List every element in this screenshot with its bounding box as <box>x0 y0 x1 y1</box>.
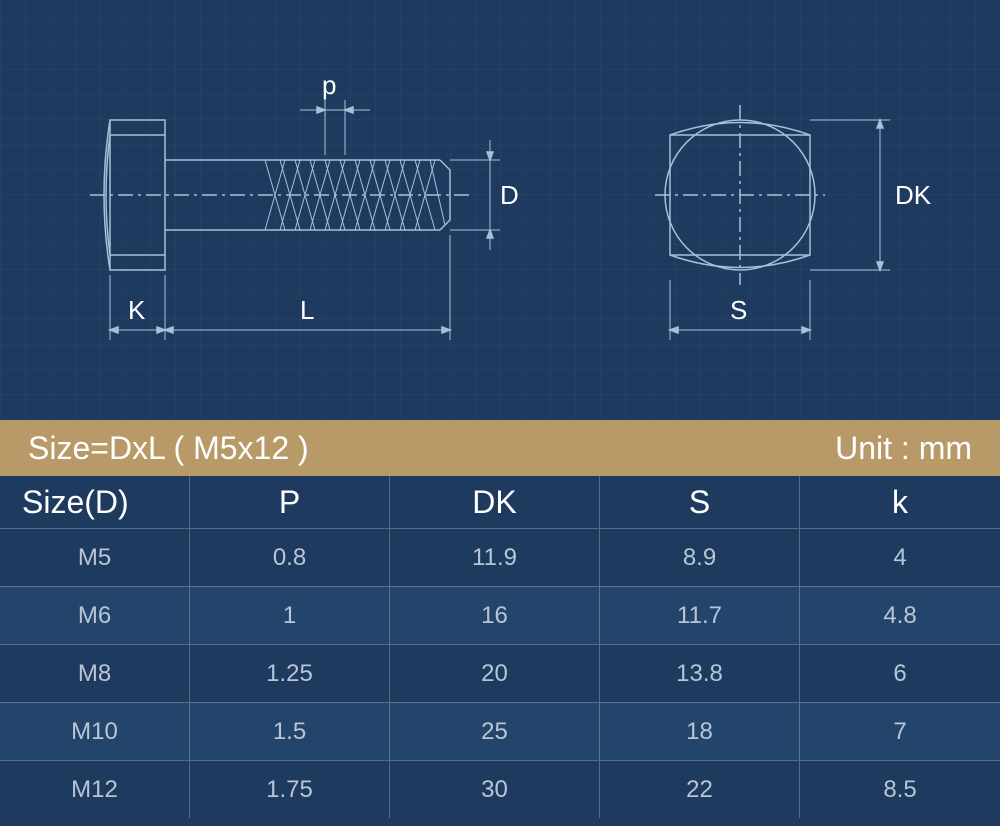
table-cell: 1.5 <box>190 703 390 760</box>
table-cell: 1.75 <box>190 761 390 818</box>
col-dk: DK <box>390 476 600 528</box>
label-k: K <box>128 295 145 326</box>
col-p: P <box>190 476 390 528</box>
table-cell: 11.7 <box>600 587 800 644</box>
table-row: M81.252013.86 <box>0 644 1000 702</box>
unit-label: Unit : mm <box>835 430 972 467</box>
table-cell: 25 <box>390 703 600 760</box>
bolt-side-view <box>70 40 530 400</box>
table-cell: M8 <box>0 645 190 702</box>
size-header-bar: Size=DxL ( M5x12 ) Unit : mm <box>0 420 1000 476</box>
table-row: M50.811.98.94 <box>0 528 1000 586</box>
table-cell: 30 <box>390 761 600 818</box>
table-cell: 8.9 <box>600 529 800 586</box>
technical-diagram: p D K L DK S <box>0 0 1000 420</box>
col-size: Size(D) <box>0 476 190 528</box>
table-row: M611611.74.8 <box>0 586 1000 644</box>
label-dk: DK <box>895 180 931 211</box>
table-cell: 4.8 <box>800 587 1000 644</box>
table-cell: M12 <box>0 761 190 818</box>
table-row: M101.525187 <box>0 702 1000 760</box>
table-cell: 0.8 <box>190 529 390 586</box>
table-cell: 8.5 <box>800 761 1000 818</box>
label-s: S <box>730 295 747 326</box>
table-cell: 4 <box>800 529 1000 586</box>
bolt-top-view <box>610 40 950 400</box>
table-cell: M10 <box>0 703 190 760</box>
table-cell: 6 <box>800 645 1000 702</box>
table-cell: 11.9 <box>390 529 600 586</box>
table-cell: 1 <box>190 587 390 644</box>
table-cell: 20 <box>390 645 600 702</box>
table-header-row: Size(D) P DK S k <box>0 476 1000 528</box>
col-k: k <box>800 476 1000 528</box>
table-cell: 7 <box>800 703 1000 760</box>
size-formula: Size=DxL ( M5x12 ) <box>28 430 309 467</box>
table-cell: M6 <box>0 587 190 644</box>
table-cell: 1.25 <box>190 645 390 702</box>
table-body: M50.811.98.94M611611.74.8M81.252013.86M1… <box>0 528 1000 818</box>
table-cell: 13.8 <box>600 645 800 702</box>
label-l: L <box>300 295 314 326</box>
label-p: p <box>322 70 336 101</box>
table-cell: 16 <box>390 587 600 644</box>
label-d: D <box>500 180 519 211</box>
table-cell: 18 <box>600 703 800 760</box>
table-row: M121.7530228.5 <box>0 760 1000 818</box>
table-cell: M5 <box>0 529 190 586</box>
table-cell: 22 <box>600 761 800 818</box>
col-s: S <box>600 476 800 528</box>
